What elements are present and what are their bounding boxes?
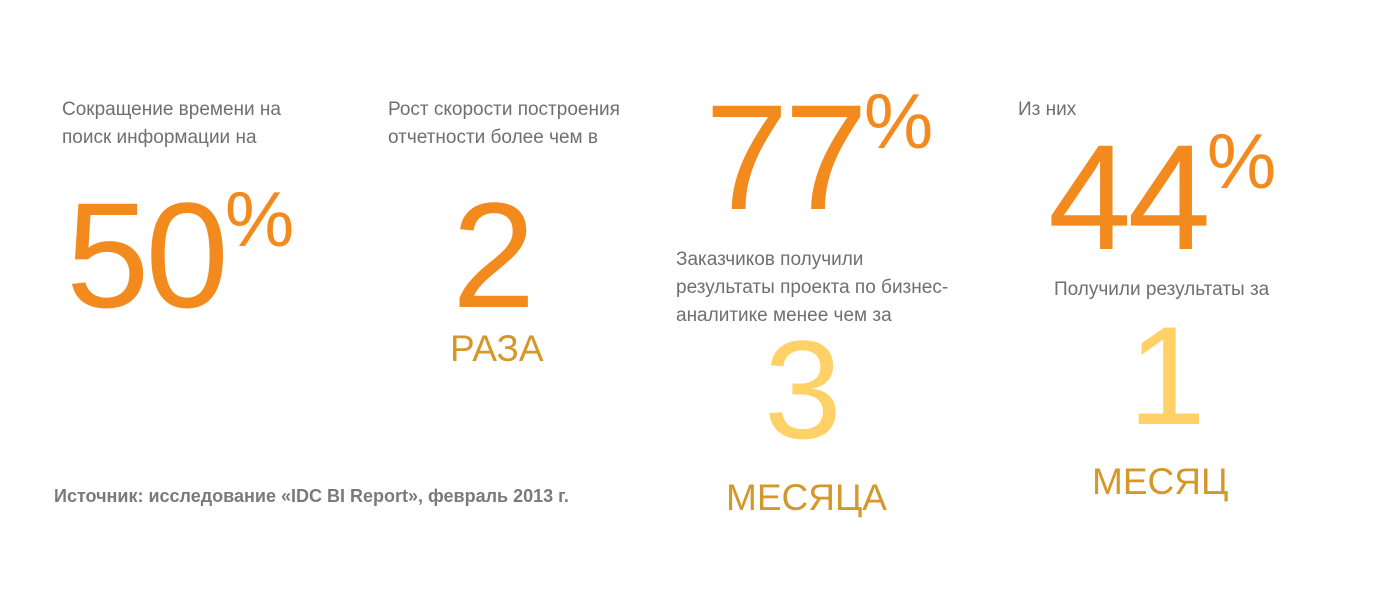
block2-unit: РАЗА: [450, 328, 544, 369]
block4-caption: Получили результаты за: [1054, 279, 1270, 300]
block1-caption-line1: Сокращение времени на: [62, 99, 281, 120]
block1-caption-line2: поиск информации на: [62, 127, 257, 148]
block3-caption: Заказчиков получили результаты проекта п…: [676, 246, 948, 330]
block3-percent-sign: %: [863, 77, 934, 165]
source-note: Источник: исследование «IDC BI Report», …: [54, 486, 569, 506]
block1-stat: 50%: [66, 180, 294, 330]
block3-stat: 77%: [705, 82, 933, 232]
block4-unit: МЕСЯЦ: [1092, 461, 1229, 502]
block4-number: 44: [1048, 113, 1211, 281]
block3-caption-line3: аналитике менее чем за: [676, 305, 892, 326]
block3-caption-line1: Заказчиков получили: [676, 249, 864, 270]
block2-caption: Рост скорости построения отчетности боле…: [388, 96, 620, 152]
block1-caption: Сокращение времени на поиск информации н…: [62, 96, 281, 152]
block1-number: 50: [66, 171, 229, 339]
block2-caption-line1: Рост скорости построения: [388, 99, 620, 120]
block4-percent-sign: %: [1206, 117, 1277, 205]
block4-intro: Из них: [1018, 99, 1077, 120]
block2-caption-line2: отчетности более чем в: [388, 127, 598, 148]
block3-caption-line2: результаты проекта по бизнес-: [676, 277, 949, 298]
block4-sub-number: 1: [1128, 297, 1206, 454]
block2-number: 2: [452, 171, 535, 339]
block3-number: 77: [705, 73, 868, 241]
block1-percent-sign: %: [224, 175, 295, 263]
block3-unit: МЕСЯЦА: [726, 477, 887, 518]
block4-stat: 44%: [1048, 122, 1276, 272]
block3-sub-number: 3: [764, 311, 842, 468]
